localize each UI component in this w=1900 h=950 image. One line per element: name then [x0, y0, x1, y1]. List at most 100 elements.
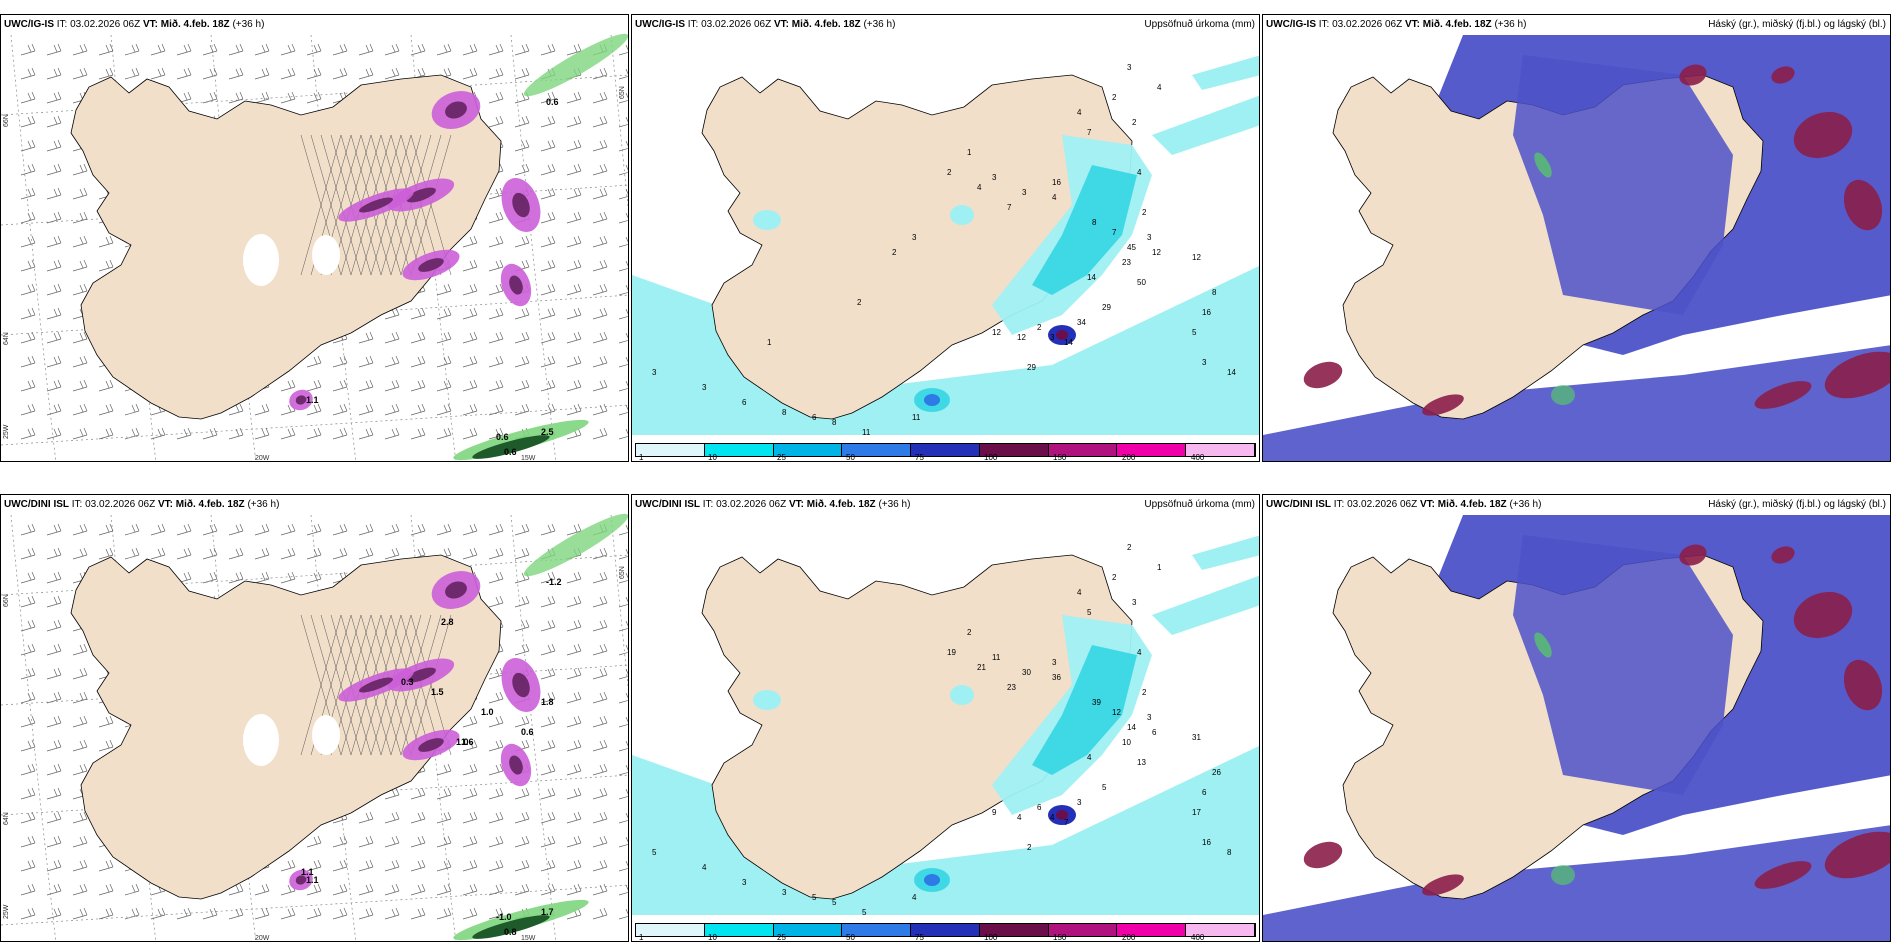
cloud-mid-patch [1843, 179, 1883, 231]
wind-barb [436, 403, 452, 416]
wind-barb [228, 571, 244, 584]
wind-barb [150, 427, 166, 440]
precip-value-label: 14 [1087, 273, 1096, 282]
wind-barb [592, 763, 608, 776]
precip-value-label: 2 [1142, 208, 1147, 217]
wind-value-label: 1.1 [306, 395, 319, 405]
wind-barb [514, 595, 530, 608]
cloud-mid-patch [1793, 591, 1853, 639]
wind-barb [592, 691, 608, 704]
gridline [310, 34, 357, 461]
wind-barb [20, 859, 36, 872]
precip-value-label: 4 [702, 863, 707, 872]
wind-barb [540, 91, 556, 104]
precip-band [1152, 575, 1259, 635]
wind-barb [514, 67, 530, 80]
gridline [210, 514, 257, 941]
wind-barb [306, 523, 322, 536]
gridline [210, 34, 257, 461]
wind-barb [72, 211, 88, 224]
wind-barb [306, 91, 322, 104]
colorbar-tick-label: 1 [639, 453, 644, 462]
wind-barb [20, 691, 36, 704]
wind-barb [384, 331, 400, 344]
wind-barb [72, 643, 88, 656]
wind-barb [46, 379, 62, 392]
colorbar-segment [1186, 444, 1256, 456]
wind-barb [566, 859, 582, 872]
precip-value-label: 3 [1147, 233, 1152, 242]
wind-barb [332, 403, 348, 416]
wind-barb [618, 524, 628, 536]
wind-barb [540, 307, 556, 320]
gridline [310, 514, 357, 941]
wind-barb [410, 523, 426, 536]
wind-barb [566, 235, 582, 248]
precip-value-label: 6 [812, 413, 817, 422]
colorbar-tick-label: 50 [846, 453, 855, 462]
wind-barb [332, 883, 348, 896]
precip-value-label: 11 [992, 653, 1001, 662]
wind-barb [72, 331, 88, 344]
wind-barb [488, 523, 504, 536]
precip-value-label: 9 [992, 808, 997, 817]
wind-barb [176, 67, 192, 80]
precip-value-label: 4 [1077, 108, 1082, 117]
gridline [110, 514, 157, 941]
wind-barb [20, 115, 36, 128]
precip-value-label: 23 [1122, 258, 1131, 267]
colorbar-segment [636, 924, 705, 936]
precip-value-label: 19 [947, 648, 956, 657]
colorbar-segment [842, 444, 912, 456]
wind-barb [436, 883, 452, 896]
cloud-low-patch [1534, 152, 1552, 178]
wind-barb [618, 716, 628, 728]
wind-barb [254, 67, 270, 80]
cloud-mid-patch [1824, 351, 1890, 399]
colorbar-ticks: 1 10 25 50 75 100 150 200 400 [639, 933, 1259, 941]
wind-barb [72, 835, 88, 848]
wind-barb [592, 163, 608, 176]
wind-barb [566, 619, 582, 632]
wind-barb [436, 523, 452, 536]
precip-value-label: 2 [892, 248, 897, 257]
precip-value-label: 4 [1137, 168, 1142, 177]
colorbar-segment [704, 444, 774, 456]
wind-barb [488, 355, 504, 368]
precip-colorbar: 1 10 25 50 75 100 150 200 400 [635, 923, 1256, 941]
wind-barb [20, 835, 36, 848]
precip-value-label: 12 [1112, 708, 1121, 717]
precip-value-label: 7 [1112, 228, 1117, 237]
colorbar-segment [704, 924, 774, 936]
wind-barb [176, 427, 192, 440]
cloud-low-patch [1551, 865, 1575, 885]
wind-barb [176, 523, 192, 536]
precip-value-label: 50 [1137, 278, 1146, 287]
wind-barb [540, 259, 556, 272]
wind-barb [488, 739, 504, 752]
wind-barb [72, 235, 88, 248]
wind-barb [436, 763, 452, 776]
wind-barb [98, 907, 114, 920]
wind-value-label: -1.2 [546, 577, 562, 587]
wind-barb [540, 331, 556, 344]
wind-barb [306, 883, 322, 896]
wind-barb [46, 667, 62, 680]
wind-barb [592, 835, 608, 848]
wind-barb [540, 763, 556, 776]
lon-label-20w: 20W [255, 455, 270, 462]
precip-value-label: 8 [1212, 288, 1217, 297]
panel-title: UWC/IG-IS IT: 03.02.2026 06Z VT: Mið. 4.… [4, 19, 265, 30]
wind-barb [592, 91, 608, 104]
wind-barb [514, 859, 530, 872]
wind-barb [462, 331, 478, 344]
wind-value-label: 2.5 [541, 427, 554, 437]
wind-barb [358, 427, 374, 440]
wind-barb [592, 883, 608, 896]
wind-barb [488, 811, 504, 824]
wind-barb [592, 715, 608, 728]
wind-barb [566, 715, 582, 728]
wind-barb [566, 307, 582, 320]
wind-barb [306, 907, 322, 920]
wind-barb [618, 188, 628, 200]
